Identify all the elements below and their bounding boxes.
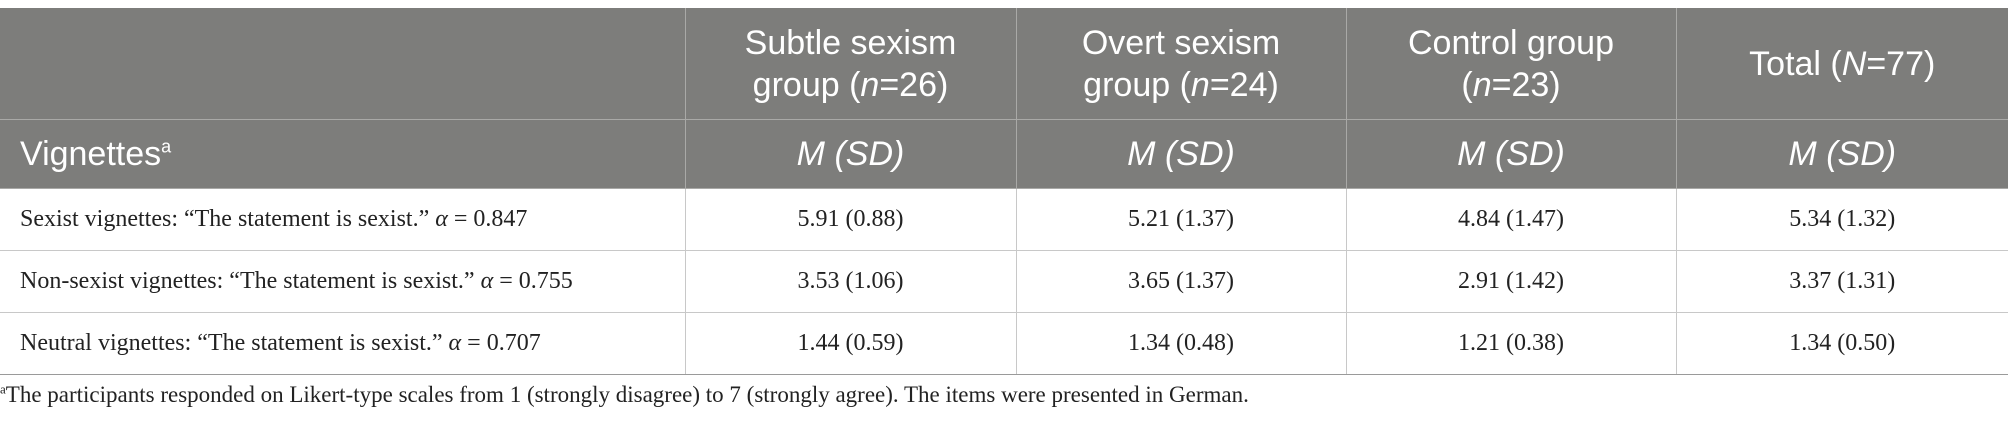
header-overt-line1: Overt sexism	[1081, 23, 1281, 62]
row-label: Sexist vignettes: “The statement is sexi…	[0, 188, 686, 251]
footnote-text: The participants responded on Likert-typ…	[5, 382, 1249, 407]
header-row-groups: Subtle sexism group (n=26) Overt sexism …	[0, 8, 2008, 120]
results-table-container: Subtle sexism group (n=26) Overt sexism …	[0, 8, 2008, 375]
header-total: Total (N=77)	[1676, 8, 2008, 120]
cell-overt: 5.21 (1.37)	[1016, 188, 1347, 251]
table-row: Sexist vignettes: “The statement is sexi…	[0, 188, 2008, 251]
header-overt-line2-pre: group (	[1083, 65, 1191, 104]
header-overt-n: n	[1190, 65, 1210, 104]
footnote-marker: a	[0, 381, 6, 397]
row-label-text: Non-sexist vignettes: “The statement is …	[20, 268, 475, 294]
header-control-line1: Control group	[1407, 23, 1614, 62]
header-row-stats: Vignettesa M (SD) M (SD) M (SD) M (SD)	[0, 119, 2008, 189]
alpha-value: = 0.847	[447, 206, 528, 232]
header-control-line2-pre: (	[1461, 65, 1473, 104]
header-control-line2-post: =23)	[1491, 65, 1561, 104]
header-overt-sexism: Overt sexism group (n=24)	[1016, 8, 1347, 120]
header-empty-cell	[0, 8, 686, 120]
cell-subtle: 3.53 (1.06)	[685, 250, 1017, 313]
header-subtle-sexism: Subtle sexism group (n=26)	[685, 8, 1017, 120]
alpha-value: = 0.707	[461, 330, 541, 356]
table-row: Neutral vignettes: “The statement is sex…	[0, 312, 2008, 375]
header-total-post: =77)	[1866, 44, 1936, 83]
alpha-value: = 0.755	[493, 268, 573, 294]
header-subtle-line2-post: =26)	[879, 65, 949, 104]
row-label: Neutral vignettes: “The statement is sex…	[0, 312, 686, 375]
header-overt-line2-post: =24)	[1209, 65, 1279, 104]
header-msd-subtle: M (SD)	[685, 119, 1017, 189]
cell-subtle: 1.44 (0.59)	[685, 312, 1017, 375]
header-subtle-line1: Subtle sexism	[744, 23, 957, 62]
row-label-text: Sexist vignettes: “The statement is sexi…	[20, 206, 430, 232]
cell-subtle: 5.91 (0.88)	[685, 188, 1017, 251]
alpha-symbol: α	[480, 268, 494, 294]
row-label-text: Neutral vignettes: “The statement is sex…	[20, 330, 443, 356]
header-msd-overt: M (SD)	[1016, 119, 1347, 189]
alpha-symbol: α	[435, 206, 448, 232]
table-row: Non-sexist vignettes: “The statement is …	[0, 250, 2008, 313]
header-total-pre: Total (	[1749, 44, 1842, 83]
cell-total: 1.34 (0.50)	[1676, 312, 2008, 375]
cell-control: 4.84 (1.47)	[1346, 188, 1677, 251]
header-msd-total: M (SD)	[1676, 119, 2008, 189]
cell-overt: 1.34 (0.48)	[1016, 312, 1347, 375]
cell-total: 3.37 (1.31)	[1676, 250, 2008, 313]
header-vignettes: Vignettesa	[0, 119, 686, 189]
header-subtle-line2-pre: group (	[752, 65, 861, 104]
alpha-symbol: α	[448, 330, 462, 356]
table-footnote: aThe participants responded on Likert-ty…	[0, 382, 2008, 408]
header-vignettes-footnote-marker: a	[161, 136, 172, 157]
header-vignettes-label: Vignettes	[20, 135, 162, 173]
header-control-group: Control group (n=23)	[1346, 8, 1677, 120]
header-control-n: n	[1472, 65, 1492, 104]
cell-control: 1.21 (0.38)	[1346, 312, 1677, 375]
cell-total: 5.34 (1.32)	[1676, 188, 2008, 251]
header-total-N: N	[1841, 44, 1867, 83]
header-msd-control: M (SD)	[1346, 119, 1677, 189]
header-subtle-n: n	[860, 65, 880, 104]
cell-overt: 3.65 (1.37)	[1016, 250, 1347, 313]
row-label: Non-sexist vignettes: “The statement is …	[0, 250, 686, 313]
results-table: Subtle sexism group (n=26) Overt sexism …	[0, 8, 2008, 375]
cell-control: 2.91 (1.42)	[1346, 250, 1677, 313]
